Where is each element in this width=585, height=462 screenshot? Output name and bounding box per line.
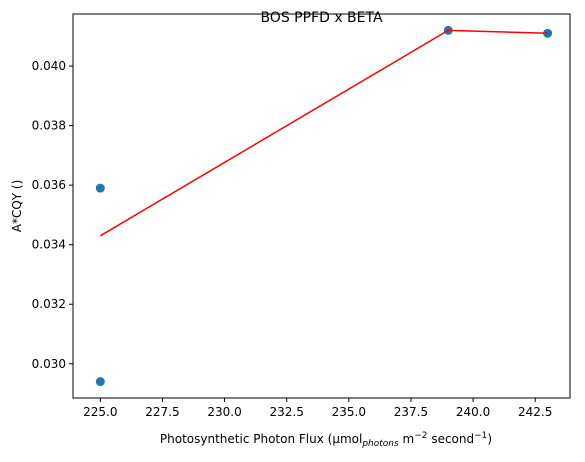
- x-axis-title-end: ): [487, 432, 492, 446]
- x-tick-label: 227.5: [145, 405, 179, 419]
- x-axis-title: Photosynthetic Photon Flux (µmolphotons …: [160, 431, 492, 449]
- x-axis-title-mid-2: second: [428, 432, 475, 446]
- scatter-point: [95, 183, 105, 193]
- x-tick-label: 225.0: [83, 405, 117, 419]
- scatter-point: [95, 377, 105, 387]
- x-tick-label: 230.0: [207, 405, 241, 419]
- y-tick-label: 0.040: [32, 59, 66, 73]
- plot-area: [95, 25, 553, 387]
- x-tick-label: 232.5: [270, 405, 304, 419]
- y-tick-label: 0.034: [32, 238, 66, 252]
- scatter-point: [543, 28, 553, 38]
- fit-line: [99, 29, 548, 237]
- x-axis-title-main: Photosynthetic Photon Flux (µmol: [160, 432, 362, 446]
- x-axis-title-subscript: photons: [361, 439, 399, 449]
- y-axis: 0.030 0.032 0.034 0.036 0.038 0.040: [32, 59, 73, 371]
- x-axis-title-superscript-1: −2: [414, 431, 427, 441]
- x-tick-label: 235.0: [332, 405, 366, 419]
- x-axis-title-mid: m: [399, 432, 415, 446]
- plot-frame: [72, 13, 571, 399]
- x-axis: 225.0 227.5 230.0 232.5 235.0 237.5 240.0 242.5: [83, 398, 552, 419]
- x-tick-label: 240.0: [456, 405, 490, 419]
- y-tick-label: 0.030: [32, 357, 66, 371]
- x-tick-label: 237.5: [394, 405, 428, 419]
- chart-title: BOS PPFD x BETA: [260, 10, 383, 26]
- x-axis-title-superscript-2: −1: [474, 431, 487, 441]
- y-tick-label: 0.032: [32, 297, 66, 311]
- y-axis-title: A*CQY (): [10, 180, 24, 233]
- y-tick-label: 0.038: [32, 119, 66, 133]
- x-tick-label: 242.5: [518, 405, 552, 419]
- y-tick-label: 0.036: [32, 178, 66, 192]
